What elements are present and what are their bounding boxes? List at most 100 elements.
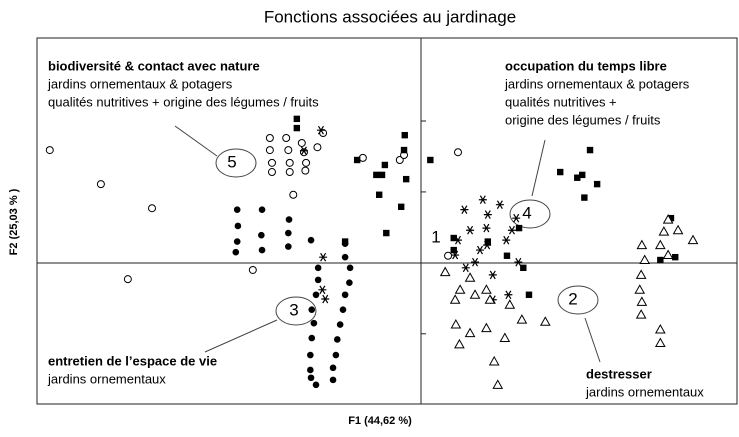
point xyxy=(454,284,466,294)
point xyxy=(45,146,54,155)
point xyxy=(488,270,497,280)
point xyxy=(525,291,533,298)
point xyxy=(334,336,341,343)
point xyxy=(516,314,528,324)
point xyxy=(400,146,408,154)
point xyxy=(461,263,470,273)
point xyxy=(148,204,157,213)
point xyxy=(593,180,601,188)
point xyxy=(478,195,487,205)
point xyxy=(481,322,492,333)
point xyxy=(466,225,475,235)
point xyxy=(654,337,666,347)
point xyxy=(265,134,274,143)
point xyxy=(634,284,646,294)
point xyxy=(397,203,405,211)
point xyxy=(234,222,242,230)
leader-line xyxy=(204,319,278,353)
point xyxy=(308,334,316,342)
point xyxy=(332,351,340,359)
point xyxy=(654,324,666,334)
group-circle xyxy=(509,199,551,229)
point xyxy=(586,146,594,154)
point xyxy=(258,206,266,213)
point xyxy=(318,285,327,295)
point xyxy=(460,205,469,214)
point xyxy=(639,254,651,265)
point xyxy=(307,236,315,244)
annotation-heading: entretien de l’espace de vie xyxy=(48,353,217,368)
point xyxy=(307,351,314,359)
point xyxy=(507,225,516,235)
point xyxy=(321,294,330,304)
point xyxy=(574,174,581,181)
point xyxy=(635,269,647,279)
point xyxy=(282,134,291,143)
point xyxy=(267,158,276,167)
annotation-heading: destresser xyxy=(586,366,652,381)
chart-title: Fonctions associées au jardinage xyxy=(264,7,516,26)
point xyxy=(383,229,390,237)
point xyxy=(476,245,485,255)
point xyxy=(339,306,347,313)
point xyxy=(316,125,325,135)
point xyxy=(293,124,301,132)
point xyxy=(464,272,476,282)
point xyxy=(504,290,513,300)
point xyxy=(579,171,586,179)
annotation-text: qualités nutritives + xyxy=(505,94,617,109)
x-axis-label: F1 (44,62 %) xyxy=(348,415,412,427)
point xyxy=(123,275,132,284)
point xyxy=(314,276,322,284)
point xyxy=(450,234,457,242)
point xyxy=(402,175,410,183)
point xyxy=(353,156,361,164)
group-label: 2 xyxy=(568,289,577,308)
y-axis-label: F2 (25,03 % ) xyxy=(8,188,20,255)
point xyxy=(687,234,699,245)
point xyxy=(314,264,322,272)
point xyxy=(464,327,476,338)
point xyxy=(285,229,292,237)
point xyxy=(313,143,322,152)
annotation-text: jardins ornementaux & potagers xyxy=(504,76,690,91)
point xyxy=(636,296,648,306)
point xyxy=(285,168,294,177)
point xyxy=(293,115,301,123)
point xyxy=(484,238,492,245)
point xyxy=(492,379,504,389)
point xyxy=(285,216,293,223)
point xyxy=(312,291,320,299)
leader-line xyxy=(531,139,546,197)
point xyxy=(581,194,588,201)
point xyxy=(499,332,511,343)
point xyxy=(341,291,349,299)
point xyxy=(482,223,491,233)
annotation-text: jardins ornementaux xyxy=(585,384,704,399)
point xyxy=(444,251,453,260)
point xyxy=(319,252,328,262)
point xyxy=(307,366,314,374)
point xyxy=(439,266,451,277)
point xyxy=(657,256,664,264)
group-label: 1 xyxy=(431,227,440,246)
point xyxy=(346,264,354,272)
point xyxy=(667,214,675,222)
point xyxy=(258,246,266,254)
point xyxy=(454,338,465,349)
point xyxy=(453,148,462,157)
point xyxy=(312,381,320,389)
annotation-heading: occupation du temps libre xyxy=(505,58,667,73)
point xyxy=(341,240,349,247)
point xyxy=(662,214,674,224)
leader-line xyxy=(174,125,218,157)
annotation-text: origine des légumes / fruits xyxy=(505,112,661,127)
point xyxy=(267,168,276,177)
point xyxy=(520,264,527,272)
point xyxy=(449,294,461,304)
point xyxy=(375,191,383,198)
annotation-text: qualités nutritives + origine des légume… xyxy=(48,94,319,109)
point xyxy=(373,171,380,179)
point xyxy=(451,250,460,260)
point xyxy=(658,226,670,236)
